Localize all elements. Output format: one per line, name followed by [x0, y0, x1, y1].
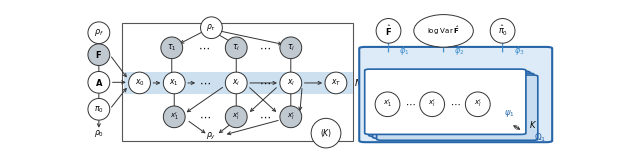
Text: $x_1$: $x_1$ — [170, 78, 179, 88]
Ellipse shape — [225, 72, 247, 94]
Text: $\rho_0$: $\rho_0$ — [94, 128, 104, 139]
Text: $x_l'$: $x_l'$ — [287, 111, 295, 123]
Text: $\tau_i$: $\tau_i$ — [232, 43, 240, 53]
Text: $\rho_f$: $\rho_f$ — [94, 27, 104, 38]
Text: $\psi_1$: $\psi_1$ — [504, 108, 515, 119]
Text: $x_i$: $x_i$ — [232, 78, 241, 88]
Text: $\Omega_1$: $\Omega_1$ — [534, 132, 546, 144]
Text: $\cdots$: $\cdots$ — [199, 112, 211, 122]
Text: $\hat{\pi}_0$: $\hat{\pi}_0$ — [497, 24, 508, 38]
Text: $\mathbf{F}$: $\mathbf{F}$ — [95, 49, 102, 60]
Text: $x_l$: $x_l$ — [287, 78, 295, 88]
Ellipse shape — [163, 72, 185, 94]
Text: $\tau_l$: $\tau_l$ — [287, 43, 295, 53]
FancyBboxPatch shape — [369, 71, 530, 136]
Ellipse shape — [280, 72, 301, 94]
Ellipse shape — [280, 106, 301, 128]
Ellipse shape — [88, 44, 110, 66]
Text: $\cdots$: $\cdots$ — [259, 78, 271, 88]
Ellipse shape — [88, 71, 110, 93]
FancyBboxPatch shape — [376, 75, 538, 140]
Text: $\log\,\mathrm{Var}\,\hat{\mathbf{F}}$: $\log\,\mathrm{Var}\,\hat{\mathbf{F}}$ — [428, 25, 460, 37]
Ellipse shape — [465, 92, 490, 117]
Ellipse shape — [225, 106, 247, 128]
Ellipse shape — [200, 17, 222, 39]
Ellipse shape — [375, 92, 400, 117]
Text: $x_1'$: $x_1'$ — [170, 111, 179, 123]
Ellipse shape — [161, 37, 182, 59]
Ellipse shape — [311, 118, 341, 148]
Text: $K$: $K$ — [529, 119, 537, 130]
Text: $\cdots$: $\cdots$ — [259, 112, 271, 122]
Text: $\cdots$: $\cdots$ — [198, 43, 210, 53]
FancyBboxPatch shape — [359, 47, 552, 142]
Text: $(K)$: $(K)$ — [320, 127, 332, 139]
FancyBboxPatch shape — [372, 73, 534, 138]
Text: $\rho_\tau$: $\rho_\tau$ — [206, 22, 216, 33]
Text: $\cdots$: $\cdots$ — [404, 99, 415, 109]
Ellipse shape — [163, 106, 185, 128]
Text: $N$: $N$ — [353, 77, 362, 88]
Text: $x_i'$: $x_i'$ — [428, 98, 436, 110]
Text: $x_0$: $x_0$ — [134, 78, 145, 88]
Text: $\cdots$: $\cdots$ — [259, 43, 271, 53]
Ellipse shape — [420, 92, 445, 117]
Ellipse shape — [129, 72, 150, 94]
Text: $x_i'$: $x_i'$ — [232, 111, 240, 123]
Ellipse shape — [376, 19, 401, 43]
Text: $x_T$: $x_T$ — [331, 78, 341, 88]
Ellipse shape — [88, 98, 110, 120]
Text: $\phi_2$: $\phi_2$ — [454, 44, 465, 57]
Ellipse shape — [225, 37, 247, 59]
Text: $\phi_3$: $\phi_3$ — [513, 44, 524, 57]
Ellipse shape — [414, 15, 474, 47]
Text: $\cdots$: $\cdots$ — [450, 99, 460, 109]
Ellipse shape — [490, 19, 515, 43]
Text: $\pi_0$: $\pi_0$ — [94, 104, 104, 115]
Text: $x_1'$: $x_1'$ — [383, 98, 392, 110]
Text: $\phi_1$: $\phi_1$ — [399, 44, 410, 57]
Ellipse shape — [325, 72, 347, 94]
Text: $\mathbf{A}$: $\mathbf{A}$ — [95, 77, 103, 88]
Text: $\rho_y$: $\rho_y$ — [206, 131, 216, 142]
Text: $\tau_1$: $\tau_1$ — [167, 43, 177, 53]
Ellipse shape — [280, 37, 301, 59]
FancyBboxPatch shape — [122, 23, 353, 141]
FancyBboxPatch shape — [365, 69, 526, 134]
Text: $\hat{\mathbf{F}}$: $\hat{\mathbf{F}}$ — [385, 24, 392, 38]
Bar — [124, 72, 353, 94]
Text: $\cdots$: $\cdots$ — [199, 78, 211, 88]
Ellipse shape — [88, 22, 110, 44]
Text: $x_l'$: $x_l'$ — [474, 98, 482, 110]
